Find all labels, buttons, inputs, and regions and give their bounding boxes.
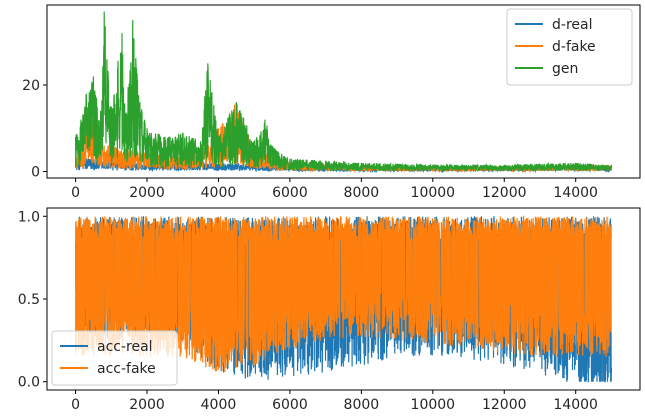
accuracy-panel: 0 2000 4000 6000 8000 10000 12000 14000 0.0 0.5 1.… [18,207,641,413]
legend-label-d-real: d-real [552,17,592,33]
legend-label-acc-real: acc-real [97,339,153,355]
y-tick-label: 0.0 [18,375,40,391]
y-tick-label: 20 [22,78,40,94]
axes-frame [46,4,641,179]
x-tick-label: 0 [71,185,80,201]
x-tick-label: 2000 [129,397,165,413]
legend: d-real d-fake gen [506,8,633,86]
x-tick-label: 2000 [129,185,165,201]
x-tick-label: 8000 [344,185,380,201]
x-tick-label: 14000 [553,397,598,413]
x-tick-label: 12000 [482,397,527,413]
x-tick-label: 10000 [411,185,456,201]
x-tick-label: 10000 [411,397,456,413]
x-tick-label: 12000 [482,185,527,201]
y-tick-label: 1.0 [18,209,40,225]
x-tick-label: 8000 [344,397,380,413]
series-line-gen [75,11,612,173]
y-tick-label: 0.5 [18,292,40,308]
legend-label-acc-fake: acc-fake [97,361,156,377]
legend-label-gen: gen [552,61,578,77]
legend: acc-real acc-fake [51,330,178,386]
legend-label-d-fake: d-fake [552,39,596,55]
x-tick-label: 6000 [272,397,308,413]
x-tick-label: 14000 [553,185,598,201]
x-tick-label: 0 [71,397,80,413]
x-tick-label: 6000 [272,185,308,201]
x-tick-label: 4000 [201,397,237,413]
y-tick-label: 0 [31,165,40,181]
x-tick-label: 4000 [201,185,237,201]
loss-panel: 0 2000 4000 6000 8000 10000 12000 14000 0 20 d-rea… [22,4,641,201]
